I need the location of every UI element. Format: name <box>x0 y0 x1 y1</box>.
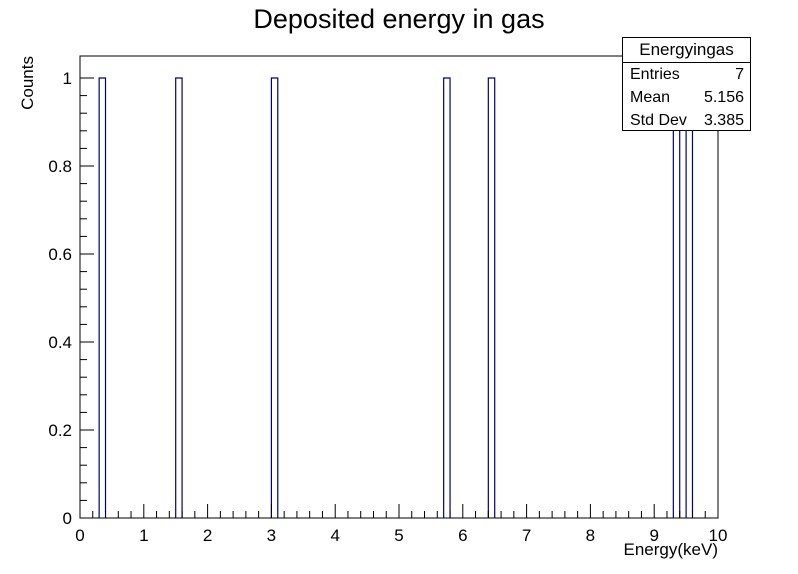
x-tick-label: 6 <box>458 526 467 545</box>
histogram-bar-1 <box>175 77 183 518</box>
y-tick-label: 0.4 <box>48 333 72 352</box>
x-tick-label: 3 <box>267 526 276 545</box>
stats-label-stddev: Std Dev <box>630 112 687 129</box>
x-tick-label: 0 <box>75 526 84 545</box>
stats-row-stddev: Std Dev 3.385 <box>623 109 750 132</box>
stats-label-mean: Mean <box>630 89 671 106</box>
y-tick-label: 0.6 <box>48 245 72 264</box>
x-tick-label: 2 <box>203 526 212 545</box>
x-tick-label: 5 <box>394 526 403 545</box>
x-tick-label: 8 <box>586 526 595 545</box>
chart-title: Deposited energy in gas <box>253 4 545 34</box>
histogram-bar-5 <box>672 77 681 518</box>
x-tick-label: 1 <box>139 526 148 545</box>
histogram-bar-2 <box>270 77 279 518</box>
y-axis-label: Counts <box>18 56 37 110</box>
stats-box: Energyingas Entries 7 Mean 5.156 Std Dev… <box>622 37 751 131</box>
stats-label-entries: Entries <box>630 66 680 83</box>
histogram-bar-6 <box>685 77 694 518</box>
x-tick-label: 9 <box>649 526 658 545</box>
x-tick-label: 7 <box>522 526 531 545</box>
stats-value-entries: 7 <box>735 66 744 83</box>
stats-row-entries: Entries 7 <box>623 63 750 86</box>
x-tick-label: 4 <box>330 526 339 545</box>
histogram-bar-3 <box>443 77 451 518</box>
y-tick-label: 0.2 <box>48 421 72 440</box>
histogram-bar-4 <box>487 77 496 518</box>
y-tick-label: 1 <box>63 69 72 88</box>
stats-box-name: Energyingas <box>623 38 750 63</box>
stats-value-stddev: 3.385 <box>703 112 744 129</box>
y-tick-label: 0.8 <box>48 157 72 176</box>
y-tick-label: 0 <box>63 509 72 528</box>
x-tick-label: 10 <box>709 526 728 545</box>
x-axis-label: Energy(keV) <box>624 540 718 559</box>
stats-row-mean: Mean 5.156 <box>623 86 750 109</box>
stats-value-mean: 5.156 <box>703 89 744 106</box>
histogram-bar-0 <box>98 77 107 518</box>
